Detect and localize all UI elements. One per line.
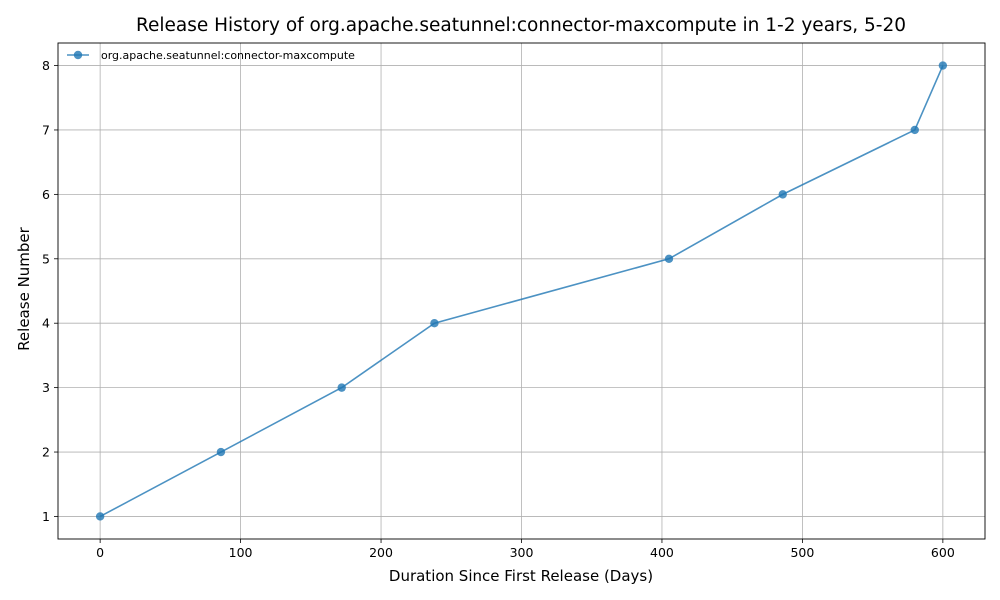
y-tick-label: 5 [42, 251, 50, 266]
data-point [778, 190, 787, 199]
legend-marker-swatch [73, 50, 83, 60]
x-tick-label: 200 [369, 545, 393, 560]
x-tick-label: 100 [229, 545, 253, 560]
data-point [430, 319, 439, 328]
y-tick-label: 2 [42, 445, 50, 460]
y-tick-label: 6 [42, 187, 50, 202]
data-point [910, 125, 919, 135]
y-axis-ticks: 1 2 3 4 5 6 7 8 [42, 58, 58, 524]
x-tick-label: 600 [931, 545, 955, 560]
x-tick-label: 500 [790, 545, 814, 560]
data-point [95, 512, 105, 521]
x-tick-label: 300 [510, 545, 534, 560]
legend: org.apache.seatunnel:connector-maxcomput… [67, 49, 355, 62]
y-axis-label: Release Number [15, 226, 33, 350]
legend-label: org.apache.seatunnel:connector-maxcomput… [101, 49, 355, 62]
y-tick-label: 8 [42, 58, 50, 73]
chart-title: Release History of org.apache.seatunnel:… [136, 15, 906, 36]
y-tick-label: 3 [42, 380, 50, 395]
grid [58, 43, 985, 539]
data-point [938, 61, 948, 70]
data-point [216, 447, 226, 457]
series-line [99, 65, 944, 518]
y-tick-label: 4 [42, 316, 50, 331]
x-axis-ticks: 0 100 200 300 400 500 600 [96, 539, 955, 560]
x-tick-label: 400 [650, 545, 674, 560]
data-point [664, 254, 674, 263]
x-tick-label: 0 [96, 545, 104, 560]
series-layer [95, 61, 948, 521]
y-tick-label: 1 [42, 509, 50, 524]
y-tick-label: 7 [42, 122, 50, 137]
data-point [337, 383, 346, 392]
x-axis-label: Duration Since First Release (Days) [389, 567, 653, 585]
